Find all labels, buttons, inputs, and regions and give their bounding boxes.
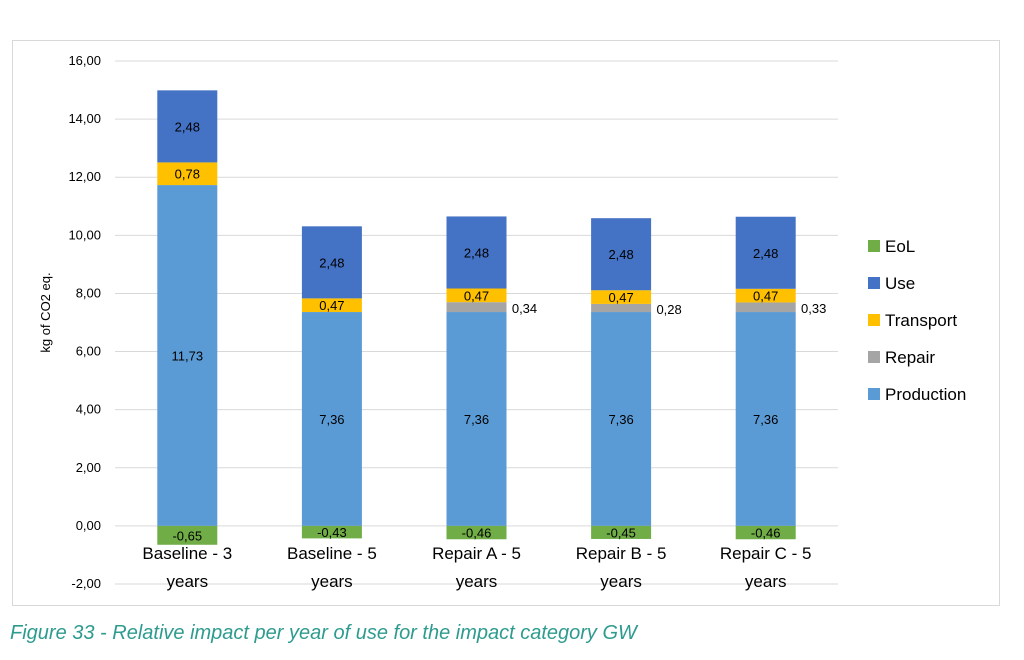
bar-production [157, 185, 218, 526]
data-label-eol: -0,45 [606, 525, 636, 540]
legend-swatch-use [868, 277, 880, 289]
legend-swatch-transport [868, 314, 880, 326]
bar-transport [735, 288, 796, 303]
legend-label-repair: Repair [885, 348, 935, 367]
x-tick-label: Repair B - 5 [576, 544, 667, 563]
data-label-production: 7,36 [464, 412, 489, 427]
y-tick-label: 10,00 [68, 227, 101, 242]
bar-use [157, 90, 218, 163]
data-label-eol: -0,46 [462, 526, 492, 541]
legend-swatch-repair [868, 351, 880, 363]
data-label-production: 7,36 [753, 412, 778, 427]
x-tick-label: Baseline - 5 [287, 544, 377, 563]
bar-eol [446, 525, 507, 540]
y-tick-label: 6,00 [76, 344, 101, 359]
bar-eol [735, 525, 796, 540]
bar-transport [301, 298, 362, 313]
bar-transport [591, 290, 652, 304]
y-tick-label: 0,00 [76, 518, 101, 533]
y-tick-label: 2,00 [76, 460, 101, 475]
bar-use [301, 226, 362, 299]
bar-repair [591, 303, 652, 313]
bar-repair [735, 302, 796, 313]
legend-label-transport: Transport [885, 311, 957, 330]
data-label-repair: 0,28 [656, 302, 681, 317]
legend-label-eol: EoL [885, 237, 915, 256]
legend-label-use: Use [885, 274, 915, 293]
stacked-bar-chart: -2,00 0,00 2,00 4,00 6,00 8,00 10,00 12,00 14,00… [38, 53, 966, 591]
bar-eol [301, 525, 362, 539]
data-label-eol: -0,46 [751, 526, 781, 541]
y-axis-label: kg of CO2 eq. [38, 272, 53, 352]
data-label-transport: 0,47 [319, 298, 344, 313]
y-tick-label: 4,00 [76, 402, 101, 417]
x-tick-label: Baseline - 3 [142, 544, 232, 563]
bar-transport [446, 288, 507, 303]
chart-frame [12, 40, 1000, 606]
x-tick-label: years [745, 572, 787, 591]
bar-production [735, 312, 796, 526]
data-label-repair: 0,34 [512, 301, 537, 316]
data-label-use: 2,48 [175, 119, 200, 134]
y-tick-label: 8,00 [76, 285, 101, 300]
data-label-use: 2,48 [464, 245, 489, 260]
figure-caption: Figure 33 - Relative impact per year of … [10, 622, 637, 644]
legend-swatch-production [868, 388, 880, 400]
bar-repair [446, 302, 507, 313]
x-tick-label: Repair A - 5 [432, 544, 521, 563]
data-label-use: 2,48 [753, 246, 778, 261]
bar-eol [591, 525, 652, 539]
data-label-repair: 0,33 [801, 301, 826, 316]
data-label-production: 7,36 [319, 412, 344, 427]
x-tick-label: years [311, 572, 353, 591]
data-label-use: 2,48 [319, 255, 344, 270]
data-label-use: 2,48 [608, 247, 633, 262]
bar-transport [157, 162, 218, 186]
y-tick-label: -2,00 [71, 576, 101, 591]
bar-use [591, 218, 652, 291]
data-label-transport: 0,78 [175, 167, 200, 182]
x-tick-label: Repair C - 5 [720, 544, 812, 563]
bar-production [446, 312, 507, 526]
y-tick-label: 14,00 [68, 111, 101, 126]
legend-swatch-eol [868, 240, 880, 252]
data-label-eol: -0,65 [172, 528, 202, 543]
data-label-transport: 0,47 [608, 290, 633, 305]
x-tick-label: years [600, 572, 642, 591]
legend-label-production: Production [885, 385, 966, 404]
bar-use [446, 216, 507, 289]
data-label-transport: 0,47 [753, 289, 778, 304]
data-label-transport: 0,47 [464, 288, 489, 303]
bar-eol [157, 525, 218, 545]
x-tick-label: years [456, 572, 498, 591]
data-label-production: 11,73 [172, 348, 204, 363]
data-label-production: 7,36 [608, 412, 633, 427]
data-label-eol: -0,43 [317, 525, 347, 540]
bar-production [301, 312, 362, 526]
bar-production [591, 312, 652, 526]
x-tick-label: years [167, 572, 209, 591]
bar-use [735, 216, 796, 289]
y-tick-label: 12,00 [68, 169, 101, 184]
y-tick-label: 16,00 [68, 53, 101, 68]
